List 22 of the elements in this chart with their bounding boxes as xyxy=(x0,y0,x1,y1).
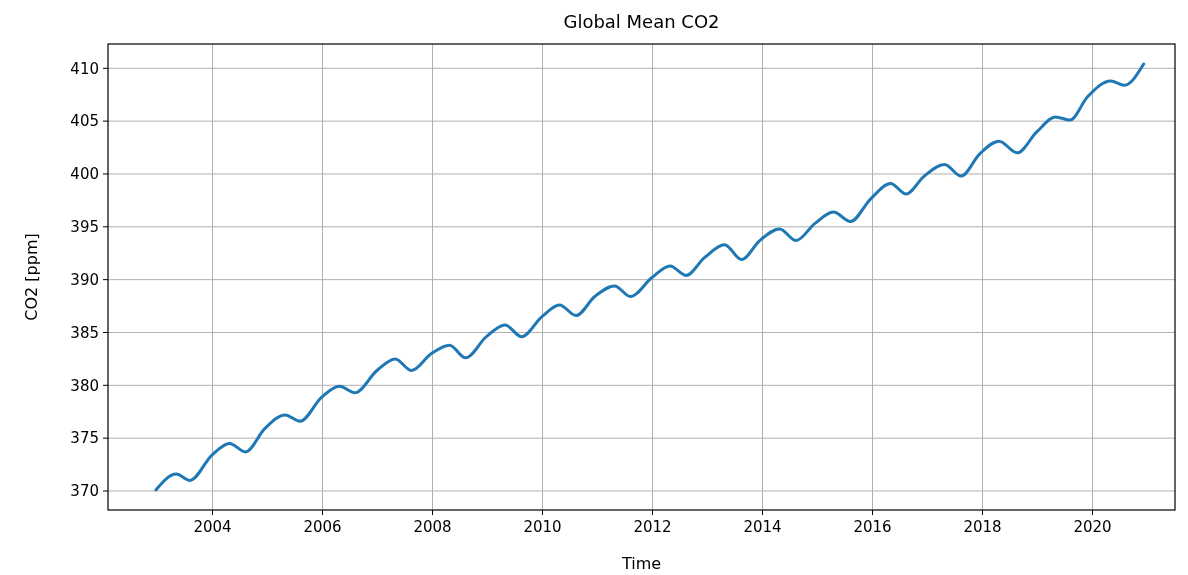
x-tick-label: 2010 xyxy=(523,518,562,536)
y-tick-label: 380 xyxy=(70,376,99,395)
y-tick-label: 400 xyxy=(70,165,99,184)
y-tick-label: 370 xyxy=(70,482,99,501)
x-tick-label: 2004 xyxy=(193,518,232,536)
x-tick-label: 2018 xyxy=(963,518,1002,536)
x-axis-title: Time xyxy=(620,554,662,573)
x-tick-label: 2006 xyxy=(303,518,342,536)
y-tick-label: 395 xyxy=(70,218,99,237)
x-tick-label: 2020 xyxy=(1073,518,1112,536)
y-tick-label: 385 xyxy=(70,323,99,342)
y-axis-title: CO2 [ppm] xyxy=(22,233,41,321)
x-tick-label: 2012 xyxy=(633,518,672,536)
x-tick-label: 2014 xyxy=(743,518,782,536)
y-tick-label: 390 xyxy=(70,270,99,289)
x-tick-label: 2016 xyxy=(853,518,892,536)
x-tick-label: 2008 xyxy=(413,518,452,536)
y-tick-label: 410 xyxy=(70,59,99,78)
y-tick-label: 405 xyxy=(70,112,99,131)
chart-title: Global Mean CO2 xyxy=(563,11,720,32)
y-tick-label: 375 xyxy=(70,429,99,448)
line-series xyxy=(154,62,1146,492)
